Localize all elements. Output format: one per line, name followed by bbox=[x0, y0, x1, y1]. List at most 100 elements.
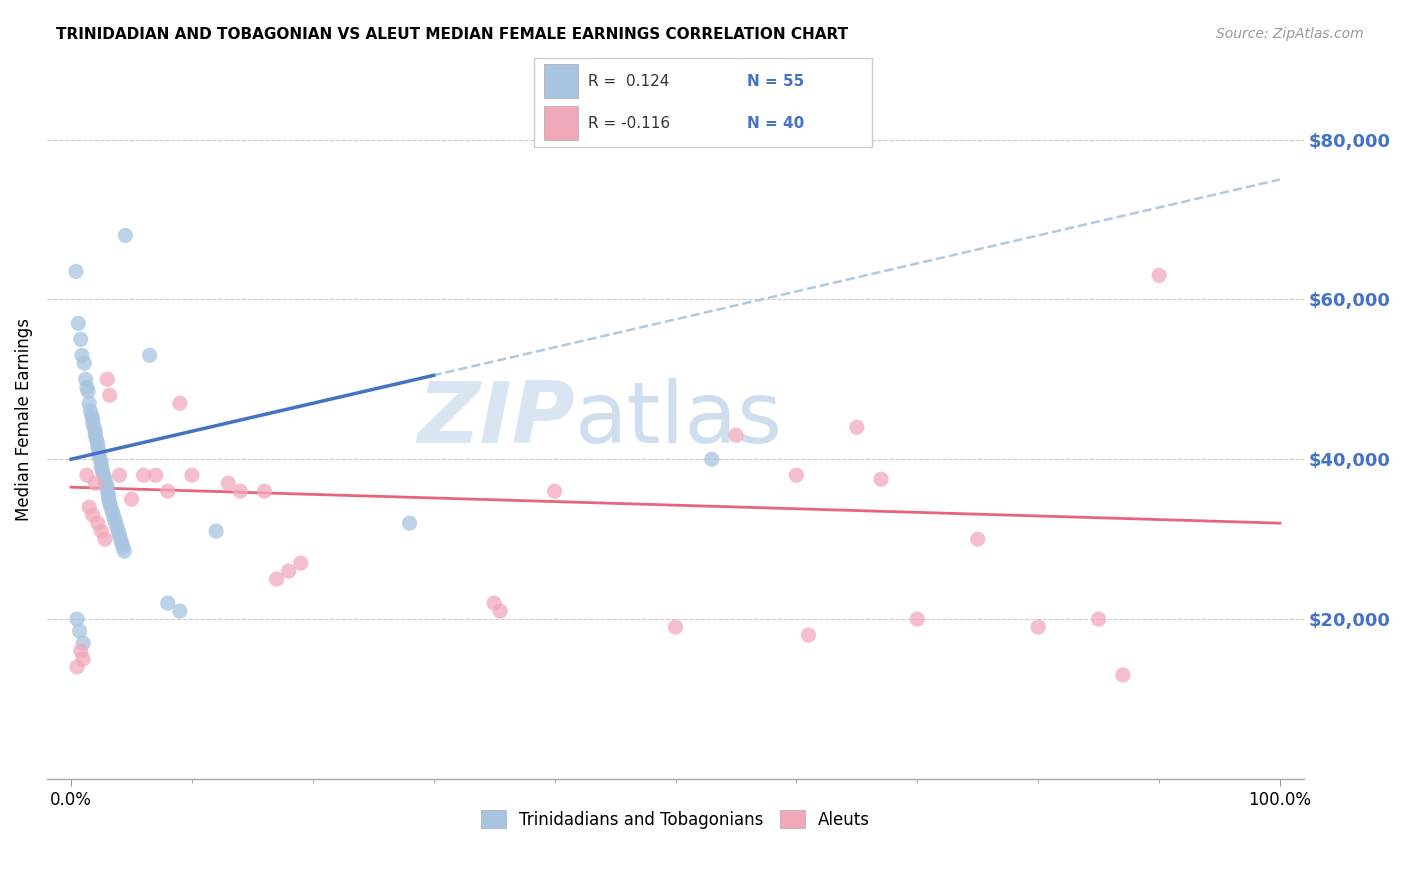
Point bbox=[90, 524, 112, 538]
Point bbox=[205, 524, 228, 538]
Point bbox=[65, 264, 87, 278]
Point bbox=[84, 428, 107, 442]
Point bbox=[86, 516, 108, 531]
Point bbox=[100, 500, 122, 515]
Point bbox=[138, 348, 160, 362]
Point bbox=[69, 332, 91, 346]
Text: R =  0.124: R = 0.124 bbox=[588, 74, 669, 88]
Point bbox=[90, 456, 112, 470]
Point bbox=[1147, 268, 1170, 283]
Point bbox=[132, 468, 155, 483]
Point bbox=[94, 472, 117, 486]
Point bbox=[76, 468, 98, 483]
Point bbox=[69, 644, 91, 658]
Point bbox=[253, 484, 276, 499]
Point bbox=[97, 488, 120, 502]
Point bbox=[87, 448, 110, 462]
Point bbox=[69, 624, 91, 638]
Point bbox=[108, 468, 131, 483]
Point bbox=[98, 496, 121, 510]
Point bbox=[84, 476, 107, 491]
Text: R = -0.116: R = -0.116 bbox=[588, 116, 671, 130]
Point bbox=[1026, 620, 1049, 634]
Point bbox=[72, 652, 94, 666]
Point bbox=[103, 512, 125, 526]
Point bbox=[104, 516, 127, 531]
Point bbox=[156, 484, 179, 499]
Point bbox=[110, 532, 132, 546]
Y-axis label: Median Female Earnings: Median Female Earnings bbox=[15, 318, 32, 521]
Point bbox=[93, 468, 115, 483]
Bar bbox=[544, 106, 578, 140]
Point bbox=[229, 484, 252, 499]
Point bbox=[114, 228, 136, 243]
Point bbox=[96, 480, 118, 494]
Point bbox=[77, 384, 100, 399]
Point bbox=[398, 516, 420, 531]
Point bbox=[121, 492, 143, 507]
Point bbox=[181, 468, 204, 483]
Point bbox=[96, 372, 118, 386]
Point bbox=[70, 348, 93, 362]
Point bbox=[86, 440, 108, 454]
Point bbox=[73, 356, 96, 370]
Point bbox=[797, 628, 820, 642]
Point bbox=[76, 380, 98, 394]
Point bbox=[94, 532, 117, 546]
Point bbox=[66, 612, 89, 626]
Point bbox=[966, 532, 988, 546]
Point bbox=[105, 520, 128, 534]
Point bbox=[108, 528, 131, 542]
Text: atlas: atlas bbox=[575, 377, 783, 461]
Point bbox=[96, 484, 118, 499]
Point bbox=[724, 428, 747, 442]
Point bbox=[489, 604, 512, 618]
Point bbox=[169, 604, 191, 618]
Point bbox=[277, 564, 299, 578]
Point bbox=[66, 660, 89, 674]
Point bbox=[290, 556, 312, 570]
Point bbox=[72, 636, 94, 650]
Point bbox=[107, 524, 129, 538]
Point bbox=[97, 492, 120, 507]
Text: N = 55: N = 55 bbox=[747, 74, 804, 88]
Point bbox=[543, 484, 565, 499]
Point bbox=[217, 476, 239, 491]
Point bbox=[112, 544, 135, 558]
Point bbox=[83, 420, 105, 434]
Point bbox=[169, 396, 191, 410]
Point bbox=[80, 409, 103, 423]
Point bbox=[845, 420, 868, 434]
Point bbox=[86, 436, 108, 450]
Point bbox=[84, 424, 107, 438]
Text: Source: ZipAtlas.com: Source: ZipAtlas.com bbox=[1216, 27, 1364, 41]
Point bbox=[91, 464, 114, 478]
Point bbox=[664, 620, 686, 634]
Legend: Trinidadians and Tobagonians, Aleuts: Trinidadians and Tobagonians, Aleuts bbox=[474, 804, 877, 835]
Point bbox=[1112, 668, 1135, 682]
Point bbox=[156, 596, 179, 610]
Point bbox=[101, 504, 124, 518]
Point bbox=[86, 432, 108, 446]
Point bbox=[89, 452, 111, 467]
Point bbox=[79, 404, 101, 418]
Point bbox=[82, 508, 104, 523]
Point bbox=[98, 388, 121, 402]
Point bbox=[700, 452, 723, 467]
Point bbox=[266, 572, 288, 586]
Point bbox=[112, 540, 135, 554]
Point bbox=[87, 444, 110, 458]
Point bbox=[785, 468, 807, 483]
Point bbox=[94, 476, 117, 491]
Point bbox=[145, 468, 167, 483]
Point bbox=[67, 316, 90, 330]
Text: TRINIDADIAN AND TOBAGONIAN VS ALEUT MEDIAN FEMALE EARNINGS CORRELATION CHART: TRINIDADIAN AND TOBAGONIAN VS ALEUT MEDI… bbox=[56, 27, 848, 42]
Point bbox=[77, 500, 100, 515]
Point bbox=[111, 536, 134, 550]
Point bbox=[82, 417, 104, 431]
Point bbox=[77, 396, 100, 410]
Point bbox=[90, 460, 112, 475]
Point bbox=[482, 596, 505, 610]
Point bbox=[870, 472, 893, 486]
Point bbox=[82, 412, 104, 426]
